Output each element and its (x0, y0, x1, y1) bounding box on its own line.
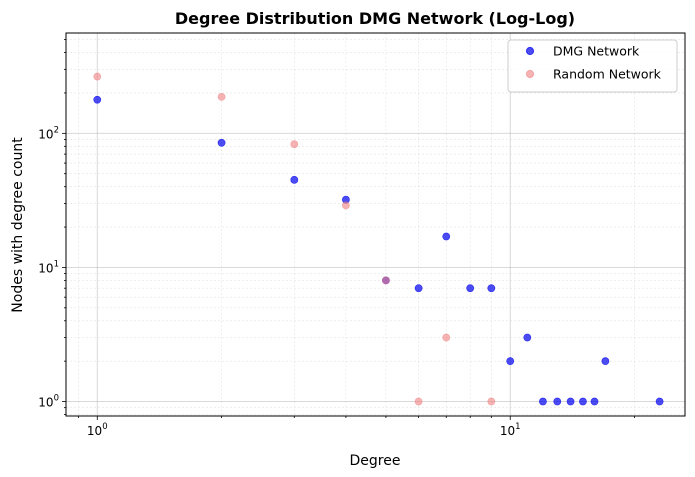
y-tick-label: 101 (38, 259, 59, 275)
legend-marker-random-network (525, 69, 535, 79)
data-point-random-network (414, 397, 423, 406)
data-point-random-network (93, 72, 102, 81)
data-point-random-network (382, 276, 390, 285)
data-point-random-network (487, 397, 496, 406)
legend-box (507, 39, 678, 93)
data-point-dmg-network (590, 397, 599, 406)
x-tick-label: 101 (500, 422, 521, 438)
data-point-dmg-network (566, 397, 575, 406)
legend-label-dmg-network: DMG Network (553, 44, 640, 59)
x-axis-label: Degree (350, 453, 401, 469)
plot-frame (65, 32, 686, 417)
data-point-dmg-network (579, 397, 587, 406)
data-point-random-network (442, 333, 451, 342)
y-axis-label: Nodes with degree count (10, 137, 26, 313)
data-point-dmg-network (601, 357, 610, 366)
data-point-dmg-network (506, 357, 515, 366)
data-point-dmg-network (290, 175, 299, 184)
data-point-dmg-network (466, 284, 475, 293)
data-point-random-network (341, 201, 350, 210)
y-tick-label: 100 (38, 394, 59, 410)
legend-label-random-network: Random Network (553, 67, 662, 82)
axis-ticks: 100 101 100 101 102 (38, 39, 635, 438)
scatter-points (93, 72, 664, 406)
data-point-random-network (290, 140, 299, 149)
legend: DMG Network Random Network (507, 39, 678, 93)
data-point-dmg-network (93, 95, 102, 104)
data-point-dmg-network (217, 138, 226, 147)
data-point-dmg-network (553, 397, 562, 406)
data-point-dmg-network (539, 397, 547, 406)
x-tick-label: 100 (87, 422, 108, 438)
data-point-random-network (217, 92, 226, 101)
data-point-dmg-network (523, 333, 532, 342)
chart-title: Degree Distribution DMG Network (Log-Log… (175, 9, 575, 28)
legend-marker-dmg-network (525, 46, 535, 56)
data-point-dmg-network (487, 284, 496, 293)
grid-lines (66, 33, 685, 416)
data-point-dmg-network (414, 284, 423, 293)
data-point-dmg-network (442, 232, 451, 241)
y-tick-label: 102 (38, 125, 59, 141)
data-point-dmg-network (655, 397, 664, 406)
